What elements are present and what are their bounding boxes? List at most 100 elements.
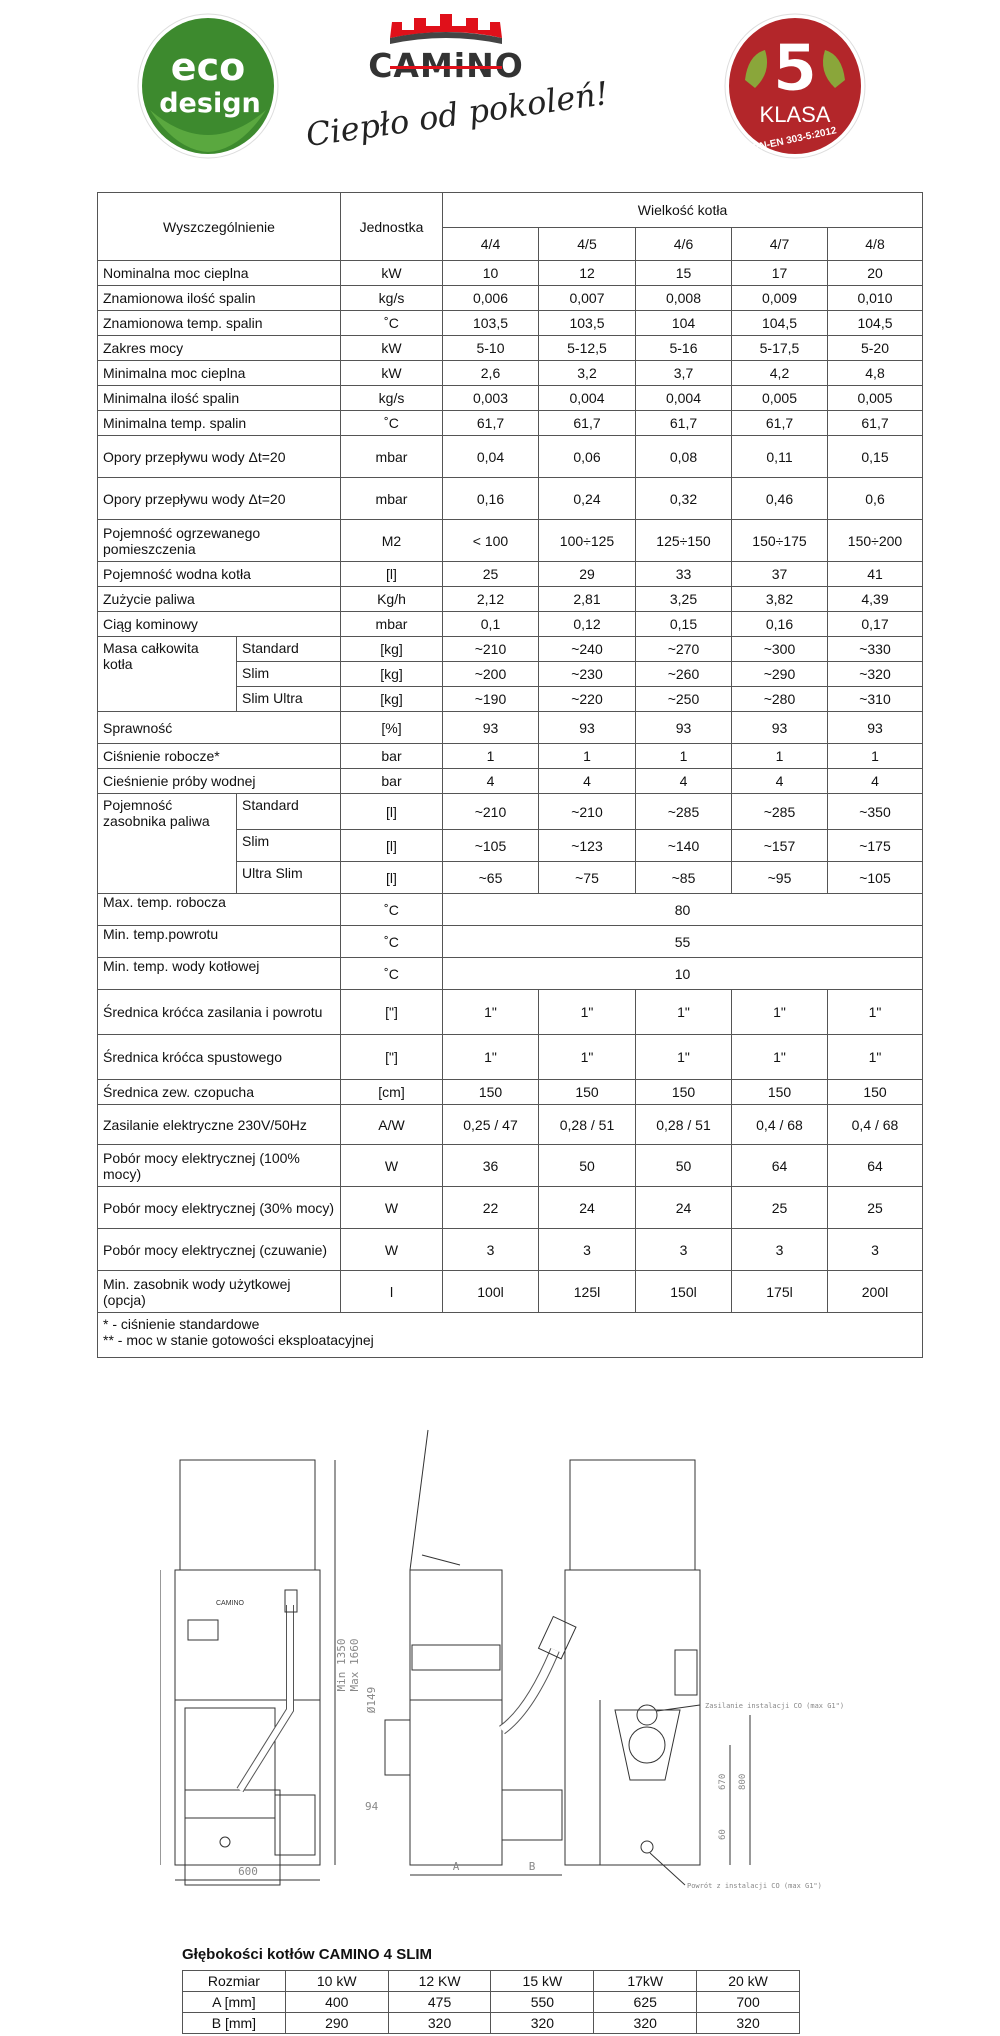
cell-value: 150 — [635, 1079, 732, 1105]
width-dimension: 600 — [238, 1865, 258, 1878]
dimension-b: B — [529, 1860, 536, 1873]
depth-value: 320 — [696, 2012, 800, 2034]
depth-value: 320 — [593, 2012, 698, 2034]
cell-value: 0,004 — [538, 385, 636, 411]
depth-header-cell: 20 kW — [696, 1970, 800, 1992]
row-label: Średnica króćca spustowego — [97, 1034, 341, 1080]
cell-value: ~350 — [827, 793, 923, 830]
cell-value: ~105 — [827, 861, 923, 894]
cell-value: 1" — [635, 1034, 732, 1080]
table-row: Min. temp. wody kotłowej ˚C 10 — [97, 957, 923, 990]
dimension-a: A — [453, 1860, 460, 1873]
cell-value: 25 — [442, 561, 539, 587]
cell-value: 0,17 — [827, 611, 923, 637]
cell-value: 41 — [827, 561, 923, 587]
cell-value: 2,81 — [538, 586, 636, 612]
cell-value: 1" — [538, 989, 636, 1035]
cell-value: 3,2 — [538, 360, 636, 386]
flue-diameter: Ø149 — [365, 1687, 378, 1714]
cell-value: ~175 — [827, 829, 923, 862]
depth-value: 320 — [387, 2012, 492, 2034]
eco-design-logo: eco design — [137, 13, 279, 159]
depth-row: B [mm] 290 320 320 320 320 — [182, 2012, 800, 2034]
boiler-technical-drawing: CAMINO 600 1300 Min 1350 Max 1660 A B Ø1… — [142, 1410, 880, 1905]
cell-value: 61,7 — [538, 410, 636, 436]
cell-value: ~85 — [635, 861, 732, 894]
cell-value: ~290 — [731, 661, 828, 687]
depth-value: 475 — [387, 1991, 492, 2013]
table-row: Pobór mocy elektrycznej (100% mocy) W 36 50… — [97, 1144, 923, 1187]
cell-value: 93 — [731, 711, 828, 744]
cell-value: ~123 — [538, 829, 636, 862]
cell-value: 15 — [635, 260, 732, 286]
row-sublabel: Slim — [236, 661, 341, 687]
row-unit: mbar — [340, 435, 443, 478]
row-sublabel: Standard — [236, 636, 341, 662]
cell-value: 4,2 — [731, 360, 828, 386]
cell-value: 0,12 — [538, 611, 636, 637]
dimension-800: 800 — [738, 1774, 748, 1790]
cell-value: 4 — [731, 768, 828, 794]
header-item: Wyszczególnienie — [97, 192, 341, 261]
cell-value: 61,7 — [731, 410, 828, 436]
cell-value: ~285 — [731, 793, 828, 830]
cell-value: 1 — [827, 743, 923, 769]
row-unit: ˚C — [340, 893, 443, 926]
table-row: Ciąg kominowy mbar 0,1 0,12 0,15 0,16 0,17 — [97, 611, 923, 637]
row-sublabel: Standard — [236, 793, 341, 830]
front-view: CAMINO 600 1300 Min 1350 Max 1660 — [142, 1459, 361, 1886]
cell-value: 1 — [635, 743, 732, 769]
depth-header-cell: 10 kW — [284, 1970, 389, 1992]
cell-value: 29 — [538, 561, 636, 587]
cell-value: 37 — [731, 561, 828, 587]
row-unit: mbar — [340, 477, 443, 520]
cell-value: 0,4 / 68 — [827, 1104, 923, 1145]
cell-value: 25 — [827, 1186, 923, 1229]
back-view: Zasilanie instalacji CO (max G1") Powrót… — [564, 1459, 844, 1890]
cell-value: ~210 — [442, 636, 539, 662]
cell-value: 1" — [731, 1034, 828, 1080]
cell-value: 0,006 — [442, 285, 539, 311]
header-size: 4/6 — [635, 227, 732, 261]
cell-value: 93 — [442, 711, 539, 744]
table-row: Pojemność ogrzewanego pomieszczenia M2 < 1… — [97, 519, 923, 562]
dimension-60: 60 — [718, 1829, 728, 1840]
row-label: Minimalna moc cieplna — [97, 360, 341, 386]
cell-value: 64 — [731, 1144, 828, 1187]
row-unit: [kg] — [340, 661, 443, 687]
cell-value: 36 — [442, 1144, 539, 1187]
row-unit: ˚C — [340, 957, 443, 990]
table-row: Znamionowa temp. spalin ˚C 103,5 103,5 104 10… — [97, 310, 923, 336]
depth-value: 550 — [490, 1991, 595, 2013]
cell-value: 150 — [731, 1079, 828, 1105]
cell-value: ~250 — [635, 686, 732, 712]
row-unit: [l] — [340, 793, 443, 830]
cell-value: 17 — [731, 260, 828, 286]
row-unit: Kg/h — [340, 586, 443, 612]
cell-value: ~105 — [442, 829, 539, 862]
cell-value: 0,6 — [827, 477, 923, 520]
row-label: Pobór mocy elektrycznej (100% mocy) — [97, 1144, 341, 1187]
cell-value: 61,7 — [827, 410, 923, 436]
row-unit: A/W — [340, 1104, 443, 1145]
cell-value: 10 — [442, 260, 539, 286]
depth-value: 290 — [284, 2012, 389, 2034]
return-connection-label: Powrót z instalacji CO (max G1") — [687, 1882, 822, 1890]
cell-value: ~140 — [635, 829, 732, 862]
row-unit: kW — [340, 360, 443, 386]
cell-value: 3,82 — [731, 586, 828, 612]
depth-header-row: Rozmiar 10 kW 12 KW 15 kW 17kW 20 kW — [182, 1970, 800, 1992]
cell-value: 104,5 — [731, 310, 828, 336]
cell-value: 125l — [538, 1270, 636, 1313]
table-row: Ultra Slim [l] ~65 ~75 ~85 ~95 ~105 — [98, 861, 923, 894]
cell-value: ~240 — [538, 636, 636, 662]
table-row: Sprawność [%] 93 93 93 93 93 — [97, 711, 923, 744]
cell-value: 150 — [442, 1079, 539, 1105]
cell-value: ~95 — [731, 861, 828, 894]
cell-value: 93 — [635, 711, 732, 744]
row-label: Cieśnienie próby wodnej — [97, 768, 341, 794]
cell-value: 0,11 — [731, 435, 828, 478]
class-number: 5 — [773, 32, 818, 106]
cell-value: 93 — [827, 711, 923, 744]
design-text: design — [159, 88, 261, 119]
